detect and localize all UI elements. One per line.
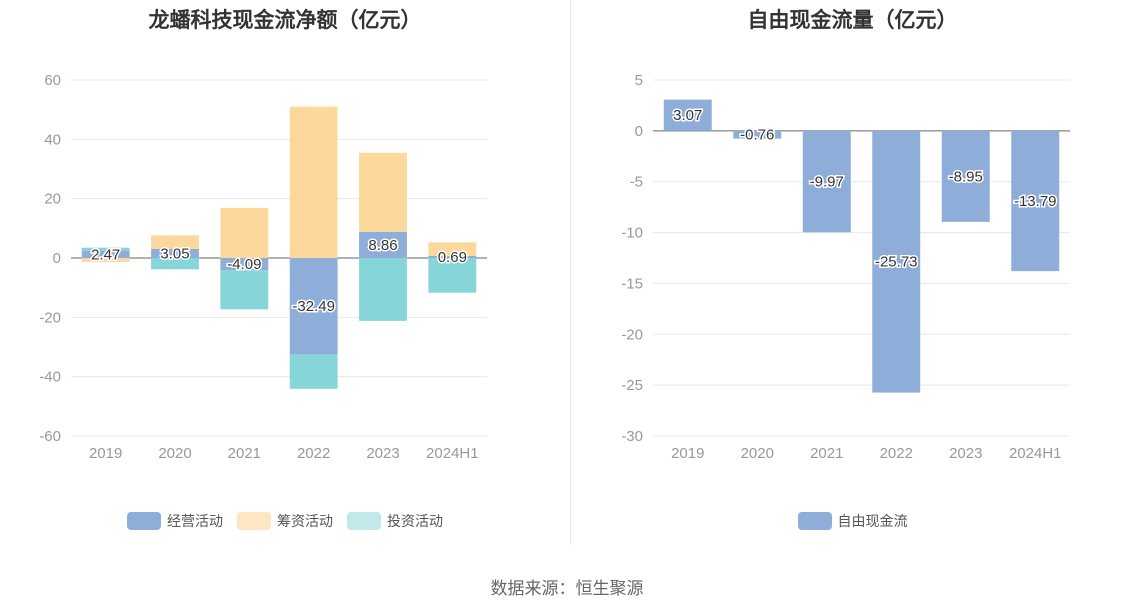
bar-1	[663, 99, 712, 131]
y-tick-label: -20	[39, 309, 61, 326]
legend-label: 经营活动	[167, 513, 223, 529]
data-label: -4.09	[227, 256, 261, 273]
y-tick-label: -10	[621, 225, 643, 242]
bar-2	[81, 258, 130, 262]
bar-1	[872, 130, 921, 393]
legend-swatch	[347, 512, 381, 530]
data-label: -13.79	[1014, 193, 1057, 210]
legend-swatch	[127, 512, 161, 530]
x-tick-label: 2023	[366, 445, 399, 462]
bar-2	[289, 106, 338, 258]
bar-3	[289, 354, 338, 389]
bar-3	[81, 247, 130, 251]
legend-label: 筹资活动	[277, 513, 333, 529]
legend-label: 投资活动	[387, 513, 443, 529]
x-tick-label: 2019	[89, 445, 122, 462]
x-tick-label: 2020	[158, 445, 191, 462]
y-tick-label: 5	[635, 72, 643, 89]
y-tick-label: 20	[44, 191, 61, 208]
cash-flow-chart: 60 40 20 0 -20 -40 -60 2019 2020 2021 2022 2023 2024…	[39, 72, 487, 462]
bar-1	[151, 248, 199, 258]
data-label: -0.76	[740, 127, 774, 144]
bar-1	[220, 258, 269, 271]
y-tick-label: 60	[44, 72, 61, 89]
y-tick-label: -20	[621, 326, 643, 343]
bar-1	[289, 258, 338, 355]
data-label: 3.07	[673, 107, 702, 124]
right-chart-panel: 自由现金流量（亿元） 5 0 -5 -10 -15 -20 -25 -30 2019 2020 20…	[571, 0, 1134, 545]
data-label: 8.86	[368, 237, 397, 254]
chart-title: 自由现金流量（亿元）	[747, 9, 958, 32]
bar-2	[151, 235, 199, 249]
data-label: -32.49	[292, 298, 335, 315]
bar-2	[220, 207, 269, 258]
data-label: -25.73	[875, 254, 918, 271]
data-label: 2.47	[91, 246, 120, 263]
bar-2	[359, 152, 407, 232]
bar-3	[428, 258, 477, 293]
y-tick-label: -15	[621, 275, 643, 292]
panel-divider	[570, 0, 571, 545]
bar-3	[359, 258, 407, 321]
bar-1	[941, 130, 990, 222]
x-tick-label: 2021	[810, 445, 843, 462]
y-tick-label: 40	[44, 131, 61, 148]
bar-2	[428, 242, 477, 256]
y-tick-label: 0	[635, 123, 643, 140]
y-tick-label: -60	[39, 428, 61, 445]
bar-1	[428, 255, 477, 258]
legend-item-free-cash-flow[interactable]: 自由现金流	[797, 511, 908, 531]
left-chart-panel: 龙蟠科技现金流净额（亿元） 60 40 20 0 -20 -40 -60 2019 2020 20…	[0, 0, 570, 545]
x-tick-label: 2024H1	[426, 445, 479, 462]
legend-item-financing[interactable]: 筹资活动	[237, 511, 333, 531]
legend: 自由现金流	[571, 511, 1134, 531]
bar-3	[151, 258, 199, 270]
x-tick-label: 2023	[949, 445, 982, 462]
bar-1	[1011, 130, 1060, 272]
x-tick-label: 2022	[880, 445, 913, 462]
bar-1	[81, 250, 130, 258]
x-tick-label: 2019	[671, 445, 704, 462]
y-tick-label: 0	[53, 250, 61, 267]
y-tick-label: -40	[39, 369, 61, 386]
y-tick-label: -25	[621, 377, 643, 394]
legend-item-operating[interactable]: 经营活动	[127, 511, 223, 531]
data-label: 3.05	[160, 245, 189, 262]
y-tick-label: -30	[621, 428, 643, 445]
data-label: 0.69	[438, 249, 467, 266]
chart-title: 龙蟠科技现金流净额（亿元）	[148, 9, 422, 32]
legend: 经营活动 筹资活动 投资活动	[0, 511, 570, 531]
legend-swatch	[797, 512, 832, 530]
x-tick-label: 2024H1	[1009, 445, 1062, 462]
legend-swatch	[237, 512, 271, 530]
bar-1	[733, 130, 782, 139]
x-tick-label: 2020	[741, 445, 774, 462]
data-source-note: 数据来源：恒生聚源	[490, 579, 644, 598]
x-tick-label: 2022	[297, 445, 330, 462]
data-label: -8.95	[949, 168, 983, 185]
legend-label: 自由现金流	[837, 513, 908, 529]
data-label: -9.97	[810, 174, 844, 191]
free-cash-flow-chart: 5 0 -5 -10 -15 -20 -25 -30 2019 2020 2021 2022 2023 2…	[621, 72, 1070, 462]
bar-3	[220, 270, 269, 310]
x-tick-label: 2021	[228, 445, 261, 462]
bar-1	[802, 130, 851, 233]
y-tick-label: -5	[630, 174, 643, 191]
bar-1	[359, 231, 407, 258]
legend-item-investing[interactable]: 投资活动	[347, 511, 443, 531]
